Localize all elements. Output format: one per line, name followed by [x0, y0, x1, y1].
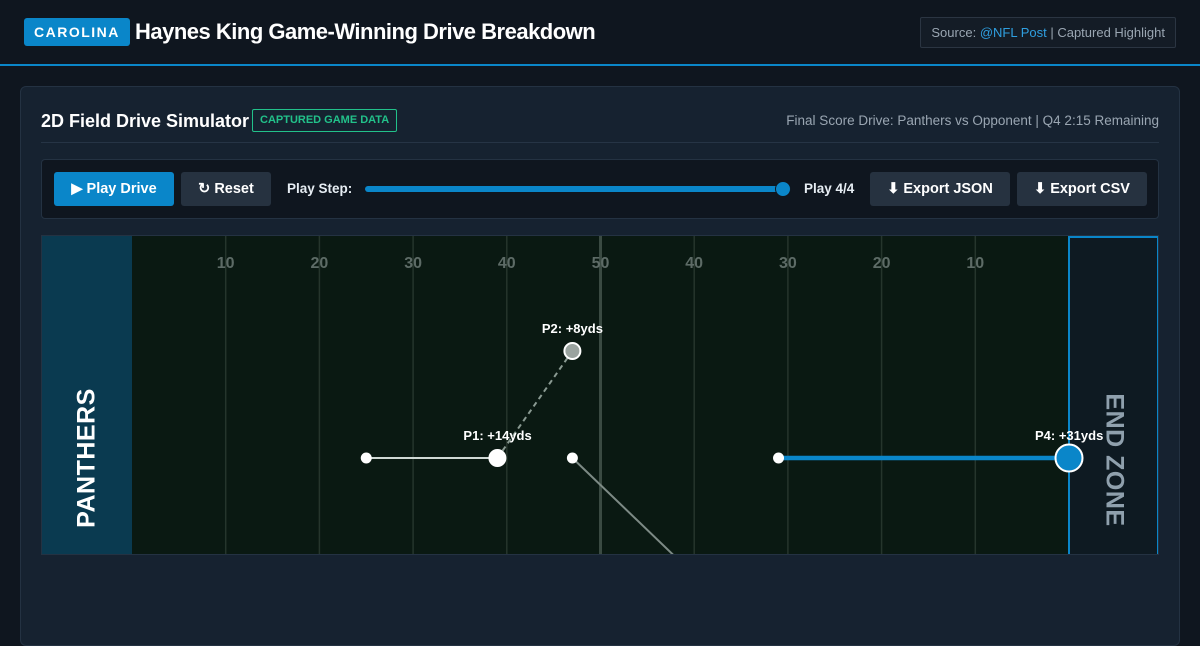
play-label-2: P2: +8yds: [541, 321, 603, 336]
home-endzone: PANTHERS: [42, 236, 132, 554]
football-field: PANTHERS END ZONE 10 20 30 40 50 40 30 20 10 P1:…: [41, 235, 1159, 555]
source-prefix: Source:: [931, 25, 980, 40]
play-path-3: [571, 457, 674, 554]
away-endzone: END ZONE: [1068, 236, 1158, 554]
play-label-1: P1: +14yds: [463, 428, 532, 443]
reset-button[interactable]: ↻ Reset: [181, 172, 271, 206]
page-title: Haynes King Game-Winning Drive Breakdown: [135, 19, 596, 44]
play-step-label: Play Step:: [287, 181, 353, 196]
source-suffix: | Captured Highlight: [1046, 25, 1165, 40]
play-step-slider-track[interactable]: [365, 186, 791, 192]
yard-number: 30: [404, 255, 422, 272]
yard-number: 20: [310, 255, 329, 272]
play-start-marker-2: [491, 452, 503, 464]
play-drive-button[interactable]: ▶ Play Drive: [54, 172, 174, 206]
source-link[interactable]: @NFL Post: [979, 25, 1047, 40]
control-bar: ▶ Play Drive ↻ Reset Play Step: Play 4/4…: [41, 159, 1159, 219]
yard-number: 40: [685, 255, 704, 272]
yard-number: 10: [966, 255, 985, 272]
simulator-panel: 2D Field Drive Simulator CAPTURED GAME D…: [20, 86, 1180, 646]
drive-info: Final Score Drive: Panthers vs Opponent …: [786, 113, 1159, 128]
play-count: Play 4/4: [804, 181, 855, 196]
yard-number: 50: [591, 255, 610, 272]
play-start-marker-1: [360, 452, 372, 464]
source-box: Source: @NFL Post | Captured Highlight: [920, 17, 1176, 48]
ball-marker: [1054, 443, 1084, 473]
play-start-marker-4: [773, 452, 785, 464]
yard-number: 30: [778, 255, 797, 272]
yard-number: 40: [497, 255, 516, 272]
yard-number: 10: [216, 255, 235, 272]
team-brand-badge: CAROLINA: [24, 18, 130, 46]
export-json-button[interactable]: ⬇ Export JSON: [870, 172, 1010, 206]
play-start-marker-3: [566, 452, 578, 464]
play-label-4: P4: +31yds: [1035, 428, 1104, 443]
data-source-badge: CAPTURED GAME DATA: [252, 109, 398, 132]
yard-number: 20: [872, 255, 891, 272]
simulator-title: 2D Field Drive Simulator: [41, 111, 250, 131]
export-csv-button[interactable]: ⬇ Export CSV: [1017, 172, 1147, 206]
play-end-marker-2: [563, 342, 582, 360]
top-bar: CAROLINA Haynes King Game-Winning Drive …: [0, 0, 1200, 66]
play-step-slider-thumb[interactable]: [775, 181, 791, 197]
play-path-2: [496, 350, 574, 459]
panel-header: 2D Field Drive Simulator CAPTURED GAME D…: [41, 109, 1159, 143]
field-lines-and-plays: [224, 236, 1084, 554]
